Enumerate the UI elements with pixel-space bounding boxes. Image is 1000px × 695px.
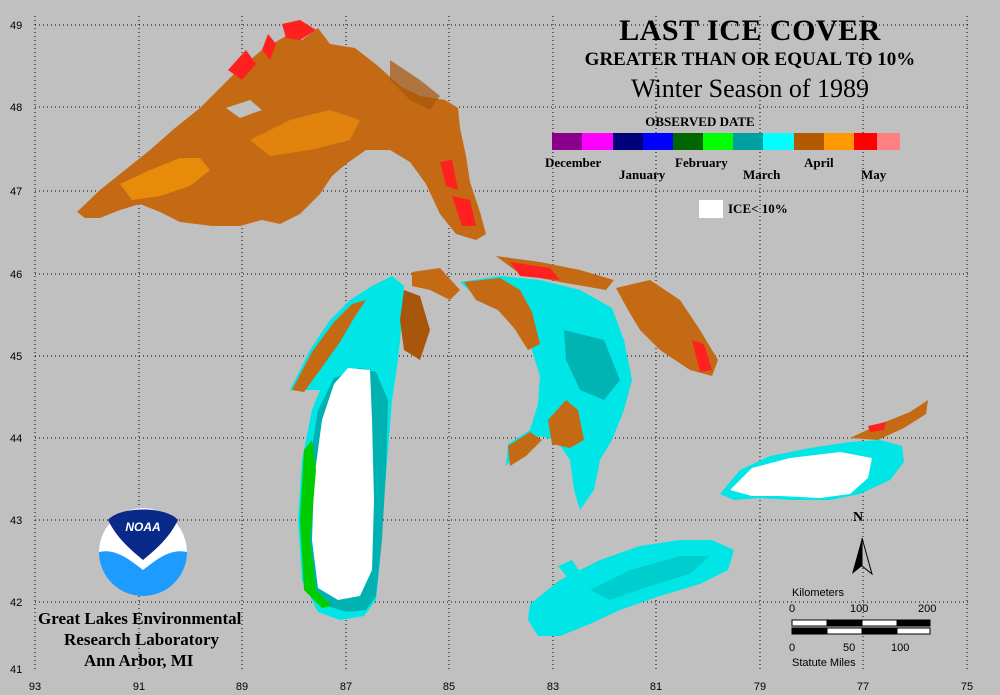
scale-bar	[791, 619, 931, 635]
lon-label: 87	[340, 681, 352, 693]
legend-swatch-february-light	[703, 133, 733, 150]
lon-label: 89	[236, 681, 248, 693]
lat-label: 49	[10, 20, 22, 32]
lake-huron	[412, 256, 718, 510]
legend-label-january: January	[619, 167, 666, 182]
lake-michigan	[290, 276, 430, 620]
lat-label: 43	[10, 515, 22, 527]
north-label: N	[853, 510, 864, 525]
legend-swatch-january-light	[643, 133, 673, 150]
lat-label: 45	[10, 351, 22, 363]
lat-label: 44	[10, 433, 22, 445]
scale-km-tick: 0	[789, 603, 796, 615]
season-title: Winter Season of 1989	[631, 74, 869, 103]
legend-swatch-april-light	[824, 133, 854, 150]
legend-swatch-ice	[699, 200, 723, 218]
lon-label: 91	[133, 681, 145, 693]
latitude-labels: 49 48 47 46 45 44 43 42 41	[10, 20, 22, 676]
credit-line-1: Great Lakes Environmental	[38, 609, 242, 628]
legend-color-bar	[552, 133, 900, 150]
legend-swatch-may-dark	[854, 133, 877, 150]
legend-label-may: May	[861, 167, 887, 182]
lat-label: 42	[10, 597, 22, 609]
lat-label: 46	[10, 269, 22, 281]
lon-label: 79	[754, 681, 766, 693]
scale-mi-title: Statute Miles	[792, 657, 856, 669]
legend-label-december: December	[545, 155, 602, 170]
legend-label-april: April	[804, 155, 834, 170]
scale-km-tick: 200	[918, 603, 937, 615]
lat-label: 48	[10, 102, 22, 114]
credit-line-3: Ann Arbor, MI	[84, 651, 194, 670]
scale-mi-tick: 50	[843, 642, 856, 654]
scale-mi-tick: 0	[789, 642, 796, 654]
longitude-labels: 93 91 89 87 85 83 81 79 77 75	[29, 681, 973, 693]
scale-km-title: Kilometers	[792, 587, 844, 599]
lon-label: 77	[857, 681, 869, 693]
lat-label: 41	[10, 664, 22, 676]
map-subtitle: GREATER THAN OR EQUAL TO 10%	[584, 49, 916, 70]
legend-swatch-february-dark	[673, 133, 703, 150]
legend-label-ice: ICE< 10%	[728, 201, 788, 216]
lon-label: 81	[650, 681, 662, 693]
scale-mi-tick: 100	[891, 642, 910, 654]
noaa-logo-text: NOAA	[125, 520, 160, 534]
lon-label: 75	[961, 681, 973, 693]
north-arrow	[852, 537, 873, 576]
legend-swatch-march-dark	[733, 133, 763, 150]
legend-label-march: March	[743, 167, 781, 182]
legend-swatch-january-dark	[613, 133, 643, 150]
lake-ontario	[720, 400, 928, 500]
legend-swatch-april-dark	[794, 133, 824, 150]
legend-swatch-december-dark	[552, 133, 582, 150]
legend-swatch-december-light	[582, 133, 613, 150]
legend-swatch-may-light	[877, 133, 900, 150]
legend-swatch-march-light	[763, 133, 794, 150]
lake-superior	[77, 20, 486, 240]
lon-label: 83	[547, 681, 559, 693]
lon-label: 85	[443, 681, 455, 693]
lat-label: 47	[10, 186, 22, 198]
scale-km-tick: 100	[850, 603, 869, 615]
map-title: LAST ICE COVER	[619, 14, 881, 47]
lake-erie	[528, 540, 734, 636]
legend-heading: OBSERVED DATE	[645, 114, 755, 129]
lon-label: 93	[29, 681, 41, 693]
credit-line-2: Research Laboratory	[64, 630, 220, 649]
legend-label-february: February	[675, 155, 728, 170]
noaa-logo: NOAA	[99, 508, 187, 596]
